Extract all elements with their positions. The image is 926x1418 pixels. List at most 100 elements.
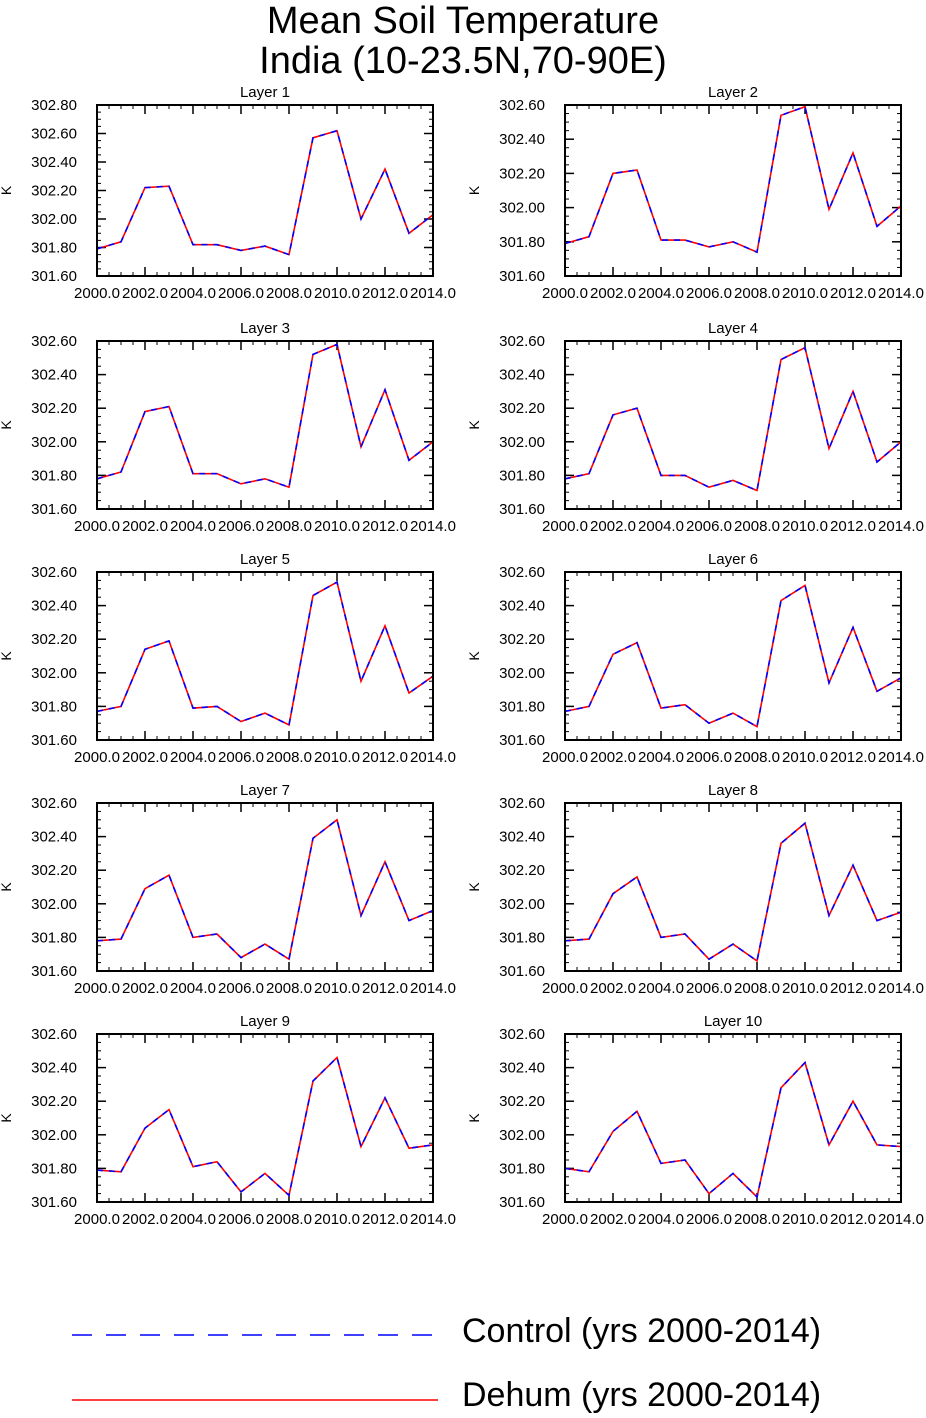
x-tick-label: 2006.0 <box>686 1211 732 1228</box>
x-tick-label: 2008.0 <box>734 1211 780 1228</box>
y-tick-label: 302.20 <box>499 1093 545 1110</box>
chart-title: Layer 2 <box>708 84 758 101</box>
series-line-dehum <box>564 821 902 963</box>
x-tick-label: 2012.0 <box>830 1211 876 1228</box>
y-tick-label: 302.60 <box>31 126 77 143</box>
y-tick-label: 301.60 <box>499 501 545 518</box>
y-tick-label: 302.20 <box>499 862 545 879</box>
chart-title: Layer 1 <box>240 84 290 101</box>
chart-title: Layer 3 <box>240 320 290 337</box>
x-tick-label: 2006.0 <box>686 749 732 766</box>
x-tick-label: 2012.0 <box>362 980 408 997</box>
x-tick-label: 2010.0 <box>782 749 828 766</box>
legend-label-dehum: Dehum (yrs 2000-2014) <box>462 1376 822 1414</box>
x-tick-label: 2014.0 <box>878 1211 924 1228</box>
y-tick-label: 302.00 <box>31 434 77 451</box>
x-tick-label: 2000.0 <box>542 749 588 766</box>
series-line-dehum <box>96 818 434 961</box>
y-tick-label: 301.80 <box>499 1160 545 1177</box>
x-tick-label: 2006.0 <box>686 285 732 302</box>
x-tick-label: 2008.0 <box>266 980 312 997</box>
x-tick-label: 2002.0 <box>590 749 636 766</box>
chart-title: Layer 9 <box>240 1013 290 1030</box>
series-line-dehum <box>564 105 902 254</box>
x-tick-label: 2000.0 <box>74 518 120 535</box>
x-tick-label: 2010.0 <box>782 285 828 302</box>
chart-panel-1: Layer 1K2000.02002.02004.02006.02008.020… <box>0 84 456 302</box>
x-tick-label: 2014.0 <box>410 285 456 302</box>
x-tick-label: 2014.0 <box>878 749 924 766</box>
x-tick-label: 2004.0 <box>638 518 684 535</box>
x-tick-label: 2002.0 <box>122 1211 168 1228</box>
chart-title: Layer 6 <box>708 551 758 568</box>
y-tick-label: 301.80 <box>31 929 77 946</box>
y-tick-label: 302.40 <box>499 598 545 615</box>
y-axis-label: K <box>0 1113 14 1123</box>
y-tick-label: 302.20 <box>499 400 545 417</box>
y-tick-label: 302.60 <box>499 564 545 581</box>
series-line-control <box>564 105 902 254</box>
y-tick-label: 302.60 <box>499 97 545 114</box>
y-tick-label: 302.40 <box>31 829 77 846</box>
x-tick-label: 2014.0 <box>878 980 924 997</box>
x-tick-label: 2002.0 <box>122 980 168 997</box>
series-line-control <box>96 580 434 727</box>
y-tick-label: 302.00 <box>31 896 77 913</box>
y-tick-label: 302.20 <box>31 1093 77 1110</box>
x-tick-label: 2008.0 <box>734 285 780 302</box>
x-tick-label: 2008.0 <box>734 980 780 997</box>
x-tick-label: 2002.0 <box>122 285 168 302</box>
x-tick-label: 2000.0 <box>74 1211 120 1228</box>
plot-frame <box>564 104 902 277</box>
chart-title: Layer 7 <box>240 782 290 799</box>
y-tick-label: 302.00 <box>31 211 77 228</box>
series-line-control <box>564 584 902 728</box>
y-tick-label: 301.60 <box>499 1194 545 1211</box>
x-tick-label: 2006.0 <box>218 1211 264 1228</box>
y-axis-label: K <box>466 1113 482 1123</box>
x-tick-label: 2004.0 <box>170 518 216 535</box>
x-tick-label: 2010.0 <box>314 980 360 997</box>
y-axis-label: K <box>466 651 482 661</box>
x-tick-label: 2000.0 <box>74 285 120 302</box>
y-tick-label: 302.40 <box>31 598 77 615</box>
y-tick-label: 301.80 <box>31 240 77 257</box>
y-axis-label: K <box>466 882 482 892</box>
x-tick-label: 2012.0 <box>830 285 876 302</box>
x-tick-label: 2014.0 <box>878 518 924 535</box>
y-tick-label: 302.20 <box>31 183 77 200</box>
series-line-dehum <box>564 584 902 728</box>
figure-title-line2: India (10-23.5N,70-90E) <box>259 40 667 82</box>
y-axis-label: K <box>0 420 14 430</box>
x-tick-label: 2006.0 <box>686 518 732 535</box>
x-tick-label: 2014.0 <box>410 518 456 535</box>
y-tick-label: 302.40 <box>31 367 77 384</box>
x-tick-label: 2004.0 <box>170 285 216 302</box>
x-tick-label: 2006.0 <box>218 518 264 535</box>
series-line-dehum <box>564 346 902 492</box>
y-tick-label: 302.40 <box>31 154 77 171</box>
series-line-dehum <box>96 343 434 489</box>
x-tick-label: 2012.0 <box>362 285 408 302</box>
plot-frame <box>564 571 902 741</box>
x-tick-label: 2004.0 <box>170 1211 216 1228</box>
x-tick-label: 2002.0 <box>122 749 168 766</box>
y-tick-label: 302.00 <box>31 665 77 682</box>
y-tick-label: 302.40 <box>499 367 545 384</box>
chart-panel-9: Layer 9K2000.02002.02004.02006.02008.020… <box>0 1013 456 1228</box>
chart-title: Layer 10 <box>704 1013 762 1030</box>
y-tick-label: 302.60 <box>499 795 545 812</box>
series-line-control <box>96 818 434 961</box>
y-tick-label: 301.60 <box>499 963 545 980</box>
x-tick-label: 2004.0 <box>170 749 216 766</box>
y-tick-label: 301.80 <box>499 234 545 251</box>
y-tick-label: 302.80 <box>31 97 77 114</box>
panels-group: Layer 1K2000.02002.02004.02006.02008.020… <box>0 84 924 1228</box>
x-tick-label: 2004.0 <box>170 980 216 997</box>
x-tick-label: 2010.0 <box>314 285 360 302</box>
